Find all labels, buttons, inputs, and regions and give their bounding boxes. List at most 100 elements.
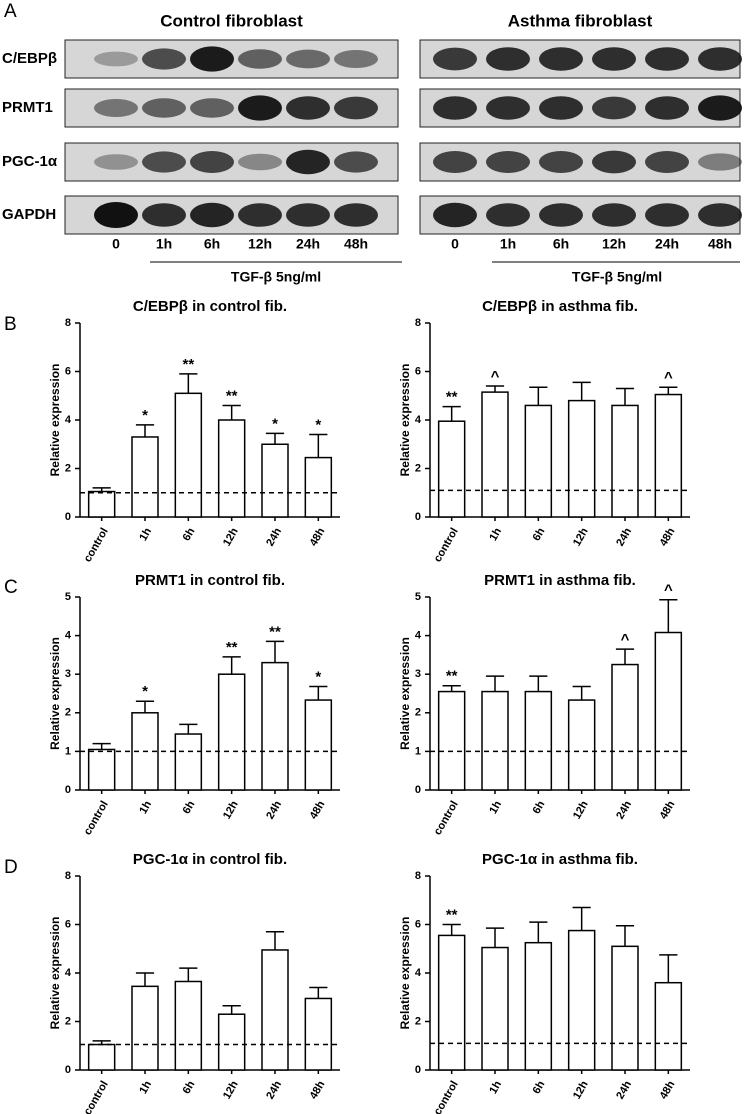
x-tick-label: 48h [658,526,678,549]
bar [567,699,596,791]
x-tick-label: 24h [614,526,634,549]
x-tick-label: 12h [571,799,591,822]
y-tick-label: 0 [415,511,421,523]
x-tick-label: 24h [614,799,634,822]
lane-label: 12h [602,236,626,252]
blot-band [94,51,138,67]
blot-band [645,96,689,120]
blot-band [698,95,742,121]
panel-label: C [4,577,18,598]
row-label: PGC-1α [2,153,58,170]
x-tick-label: 12h [571,526,591,549]
blot-band [486,203,530,227]
blot-band [539,96,583,120]
bar [131,436,159,518]
blot-band [645,47,689,71]
chart-title: C/EBPβ in control fib. [133,298,287,315]
x-tick-label: control [82,1079,111,1114]
blot-title: Asthma fibroblast [508,11,653,30]
blot-band [645,151,689,173]
blot-band [334,151,378,173]
significance-label: * [142,683,148,700]
y-tick-label: 6 [65,918,71,930]
y-tick-label: 8 [415,317,421,329]
y-tick-label: 6 [415,365,421,377]
y-axis-label: Relative expression [398,637,412,750]
blot-band [486,47,530,71]
y-tick-label: 2 [415,707,421,719]
y-tick-label: 4 [65,630,72,642]
significance-label: ** [446,389,458,406]
y-tick-label: 0 [415,1064,421,1076]
y-tick-label: 2 [65,1015,71,1027]
x-tick-label: 6h [181,1079,198,1096]
significance-label: ** [182,356,194,373]
x-tick-label: 12h [221,799,241,822]
blot-band [486,151,530,173]
x-tick-label: 24h [264,1079,284,1102]
significance-label: * [142,407,148,424]
bar [217,419,246,518]
blot-band [238,153,282,171]
bar [611,404,639,518]
significance-label: ^ [664,582,673,599]
blot-band [698,153,742,171]
y-tick-label: 0 [415,784,421,796]
bar [437,690,466,791]
x-tick-label: 48h [308,799,328,822]
y-tick-label: 8 [415,870,421,882]
lane-label: 1h [500,236,516,252]
significance-label: ^ [621,631,630,648]
blot-band [645,203,689,227]
y-tick-label: 4 [65,967,72,979]
blot-band [142,98,186,118]
bar [261,661,289,791]
y-tick-label: 4 [415,414,422,426]
bar [217,673,246,791]
blot-band [286,149,330,175]
lane-label: 6h [553,236,569,252]
x-tick-label: 1h [137,526,154,543]
x-tick-label: 1h [487,1079,504,1096]
bar [437,420,466,518]
x-tick-label: 12h [221,1079,241,1102]
x-tick-label: 24h [614,1079,634,1102]
row-label: GAPDH [2,206,56,223]
bar [217,1013,246,1071]
bar [654,981,683,1071]
blot-band [592,203,636,227]
panel-label: A [4,1,17,22]
y-tick-label: 8 [65,317,71,329]
blot-band [539,47,583,71]
lane-label: 48h [708,236,732,252]
bar [567,929,596,1071]
significance-label: ** [226,387,238,404]
blot-band [190,151,234,173]
x-tick-label: 6h [181,799,198,816]
lane-label: 48h [344,236,368,252]
bar [304,997,333,1071]
x-tick-label: 24h [264,526,284,549]
blot-band [238,95,282,121]
significance-label: * [272,415,278,432]
significance-label: ** [269,623,281,640]
blot-band [539,203,583,227]
bar [87,1043,116,1071]
bar [481,690,509,791]
bar [524,690,553,791]
significance-label: ** [446,906,458,923]
x-tick-label: 48h [308,526,328,549]
x-tick-label: 1h [487,526,504,543]
chart-title: PRMT1 in asthma fib. [484,572,636,589]
y-tick-label: 0 [65,784,71,796]
bar [524,941,553,1071]
blot-band [286,203,330,227]
significance-label: ^ [664,369,673,386]
lane-label: 6h [204,236,220,252]
bar [174,392,203,518]
x-tick-label: control [432,1079,461,1114]
bar [174,980,203,1071]
chart-title: PGC-1α in control fib. [133,851,287,868]
y-axis-label: Relative expression [48,917,62,1030]
